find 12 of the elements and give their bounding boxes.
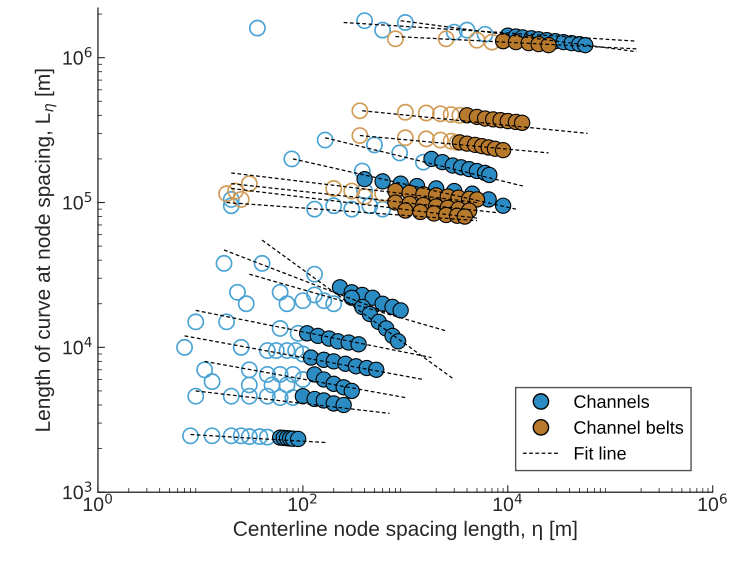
x-tick-label: 10$^{2}$ (288, 493, 316, 512)
x-axis-title: Centerline node spacing length, η [m] (234, 520, 576, 540)
y-tick-label: 10$^{5}$ (63, 192, 92, 210)
legend-label: Channel belts (574, 420, 684, 434)
legend-label: Fit line (574, 446, 626, 460)
y-axis-title: Length of curve at node spacing, L$_{η}$ [m] (34, 70, 56, 431)
y-tick-label: 10$^{6}$ (63, 47, 92, 65)
legend-label: Channels (574, 394, 650, 408)
x-tick-label: 10$^{4}$ (494, 494, 522, 512)
y-tick-label: 10$^{4}$ (63, 336, 92, 354)
x-tick-label: 10$^{0}$ (84, 493, 112, 512)
x-tick-label: 10$^{6}$ (698, 493, 727, 512)
